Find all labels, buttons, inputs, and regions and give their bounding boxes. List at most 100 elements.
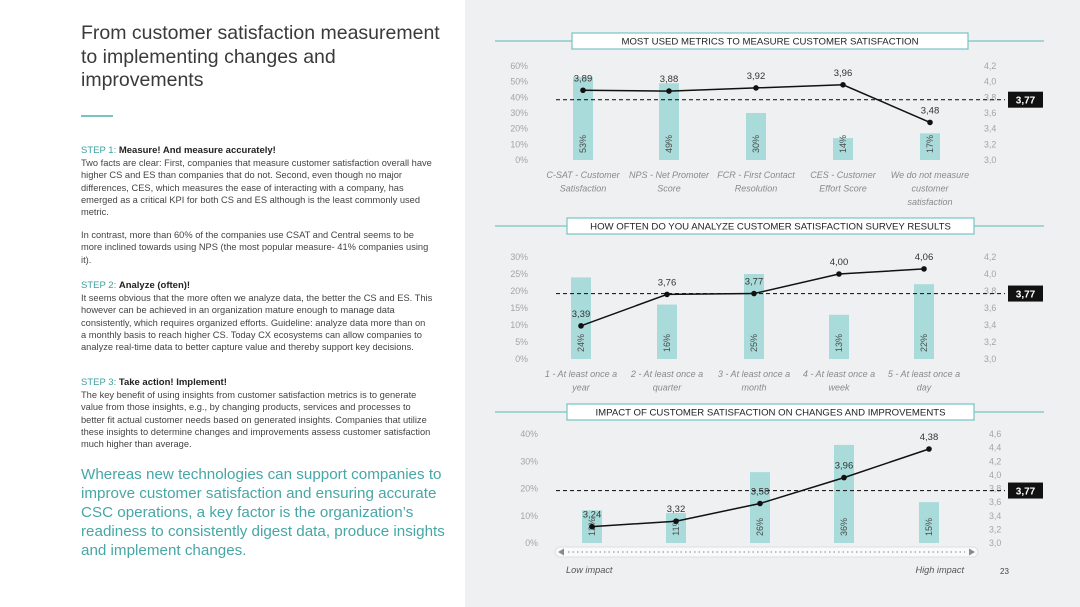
right-tick-label: 4,2 [984, 252, 996, 262]
category-label: week [828, 383, 850, 393]
bar [744, 274, 764, 359]
series-point [753, 85, 759, 91]
chart-impact-on-changes: IMPACT OF CUSTOMER SATISFACTION ON CHANG… [495, 403, 1044, 575]
bar-label: 13% [834, 334, 844, 352]
chart-title-box [566, 403, 975, 421]
step-1-label: STEP 1: [81, 145, 117, 156]
right-tick-label: 4,0 [989, 470, 1001, 480]
series-value-label: 3,24 [583, 510, 602, 521]
left-tick-label: 5% [515, 337, 528, 347]
step-3-label: STEP 3: [81, 377, 117, 388]
bar-label: 36% [839, 518, 849, 536]
category-label: Satisfaction [560, 184, 607, 194]
category-label: 1 - At least once a [545, 369, 617, 379]
right-tick-label: 4,2 [989, 456, 1001, 466]
step-2-paragraph-1: It seems obvious that the more often we … [81, 293, 433, 353]
left-tick-label: 15% [510, 303, 528, 313]
right-tick-label: 3,4 [984, 320, 996, 330]
step-3-paragraph-1: The key benefit of using insights from c… [81, 390, 431, 450]
series-value-label: 3,39 [572, 309, 591, 320]
series-point [840, 82, 846, 88]
series-point [580, 87, 586, 94]
bar-label: 22% [919, 334, 929, 352]
category-label: 3 - At least once a [718, 369, 790, 379]
category-label: CES - Customer [810, 170, 877, 180]
right-tick-label: 3,0 [984, 155, 996, 165]
series-point [664, 291, 670, 298]
bar [659, 83, 679, 160]
bar-label: 16% [662, 334, 672, 352]
series-point [751, 290, 757, 297]
bar-label: 49% [664, 135, 674, 153]
chart-title: IMPACT OF CUSTOMER SATISFACTION ON CHANG… [595, 408, 945, 419]
charts-panel: MOST USED METRICS TO MEASURE CUSTOMER SA… [465, 0, 1080, 607]
left-tick-label: 10% [510, 320, 528, 330]
bar [834, 444, 854, 543]
series-point [578, 323, 584, 329]
title-divider [81, 115, 113, 117]
bar-label: 30% [751, 135, 761, 153]
right-tick-label: 3,4 [984, 124, 996, 134]
left-tick-label: 20% [510, 124, 528, 134]
series-value-label: 3,92 [747, 71, 766, 82]
bar-label: 15% [924, 518, 934, 536]
left-tick-label: 40% [510, 92, 528, 102]
step-3-title: Take action! Implement! [118, 377, 227, 388]
bar [573, 76, 593, 160]
series-point [927, 119, 933, 126]
arrow-right-icon [969, 548, 975, 556]
left-tick-label: 30% [510, 252, 528, 262]
charts-canvas: MOST USED METRICS TO MEASURE CUSTOMER SA… [495, 32, 1044, 575]
category-label: We do not measure [891, 170, 969, 180]
reference-box [1008, 285, 1043, 302]
left-tick-label: 10% [510, 139, 528, 149]
step-1-paragraph-2: In contrast, more than 60% of the compan… [81, 230, 429, 265]
pull-quote: Whereas new technologies can support com… [81, 466, 445, 559]
bar-label: 17% [925, 135, 935, 153]
left-tick-label: 10% [520, 511, 538, 521]
chart-title: MOST USED METRICS TO MEASURE CUSTOMER SA… [621, 37, 918, 48]
right-tick-label: 3,6 [984, 303, 996, 313]
left-tick-label: 50% [510, 77, 528, 87]
right-tick-label: 4,2 [984, 61, 996, 71]
left-tick-label: 40% [520, 429, 538, 439]
series-value-label: 3,77 [745, 277, 764, 288]
right-tick-label: 3,0 [989, 538, 1001, 548]
left-tick-label: 20% [520, 484, 538, 494]
right-tick-label: 4,6 [989, 429, 1001, 439]
chart-title-box [566, 217, 975, 235]
chart-title-box [571, 32, 969, 50]
left-tick-label: 30% [510, 108, 528, 118]
step-2-heading: STEP 2: Analyze (often)! [81, 280, 433, 292]
category-label: satisfaction [907, 197, 952, 207]
bar [657, 304, 677, 359]
step-2-label: STEP 2: [81, 280, 117, 291]
series-value-label: 3,58 [751, 486, 770, 497]
step-1-title: Measure! And measure accurately! [118, 145, 276, 156]
series-value-label: 4,00 [830, 257, 849, 268]
category-label: FCR - First Contact [717, 170, 795, 180]
arrow-left-icon [558, 548, 564, 556]
category-label: 4 - At least once a [803, 369, 875, 379]
right-tick-label: 4,0 [984, 77, 996, 87]
page-number: 23 [1000, 567, 1009, 576]
bar [920, 133, 940, 160]
text-column: From customer satisfaction measurement t… [0, 0, 465, 607]
right-tick-label: 3,2 [984, 337, 996, 347]
series-value-label: 3,89 [574, 73, 593, 84]
step-1-paragraph-1: Two facts are clear: First, companies th… [81, 158, 432, 218]
category-label: quarter [653, 383, 683, 393]
chart-metrics-used: MOST USED METRICS TO MEASURE CUSTOMER SA… [495, 32, 1044, 207]
left-tick-label: 30% [520, 456, 538, 466]
category-label: C-SAT - Customer [546, 170, 620, 180]
series-point [836, 271, 842, 277]
bar-label: 53% [578, 135, 588, 153]
page-title: From customer satisfaction measurement t… [81, 22, 440, 91]
right-tick-label: 3,2 [984, 139, 996, 149]
bar [571, 277, 591, 359]
category-label: Resolution [735, 184, 778, 194]
category-label: customer [911, 184, 949, 194]
bar [746, 113, 766, 160]
series-value-label: 3,96 [834, 68, 853, 79]
series-point [673, 518, 679, 524]
